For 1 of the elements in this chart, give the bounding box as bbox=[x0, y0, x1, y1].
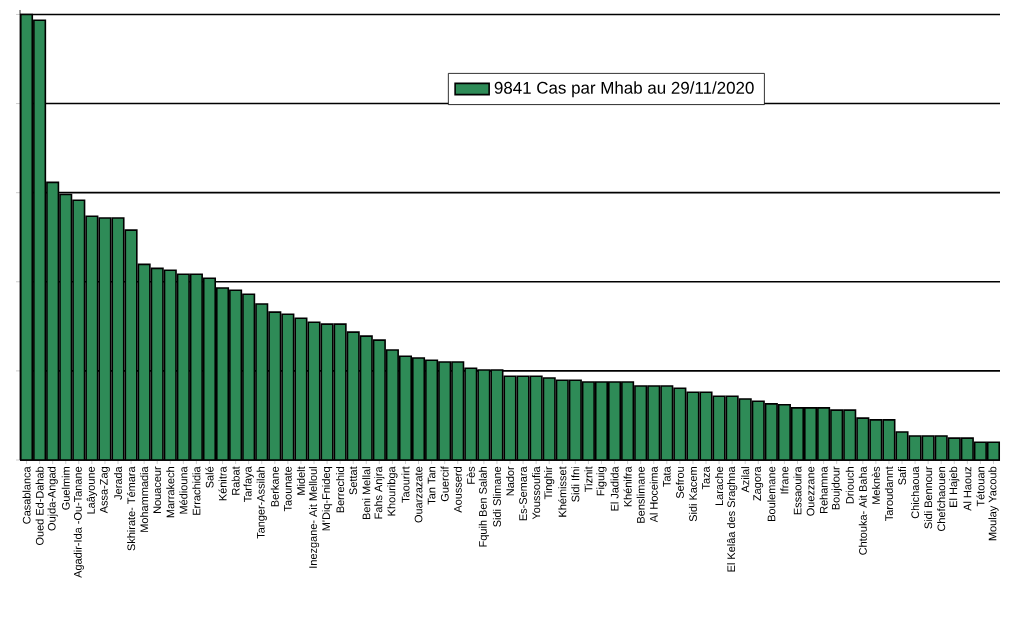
legend-label: 9841 Cas par Mhab au 29/11/2020 bbox=[494, 81, 754, 98]
